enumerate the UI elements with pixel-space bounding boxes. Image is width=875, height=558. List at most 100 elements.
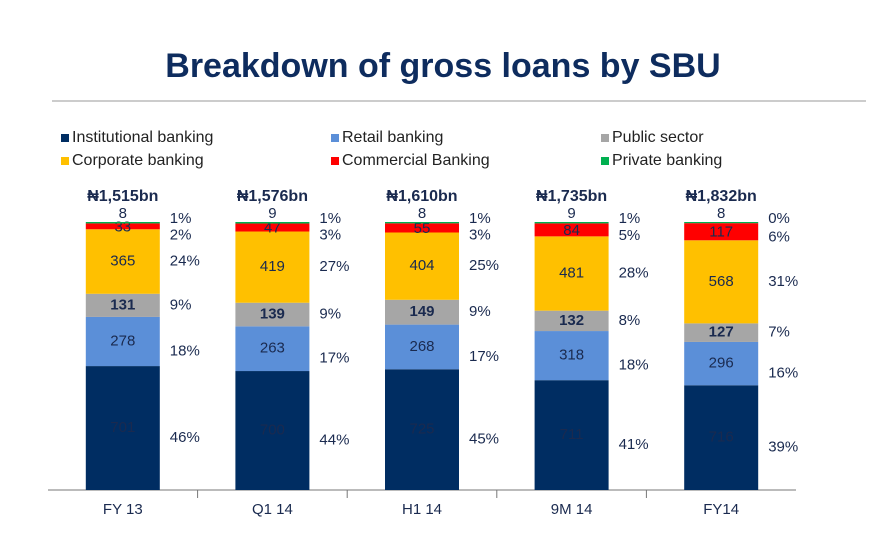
bar-segment bbox=[235, 371, 310, 490]
legend-swatch bbox=[61, 157, 69, 165]
value-label: 404 bbox=[409, 257, 434, 274]
chart-title: Breakdown of gross loans by SBU bbox=[165, 47, 720, 85]
value-label: 365 bbox=[110, 252, 135, 269]
value-label: 139 bbox=[260, 306, 285, 323]
percent-label: 1% bbox=[619, 210, 641, 227]
bar-segment bbox=[85, 293, 160, 317]
percent-label: 5% bbox=[619, 227, 641, 244]
value-label: 481 bbox=[559, 264, 584, 281]
value-label: 117 bbox=[709, 224, 733, 241]
x-tick-label: FY 13 bbox=[103, 501, 143, 518]
value-label: 9 bbox=[268, 205, 276, 222]
x-tick-label: FY14 bbox=[703, 501, 739, 518]
value-label: 55 bbox=[414, 220, 431, 237]
value-label: 132 bbox=[559, 312, 584, 329]
value-label: 296 bbox=[709, 355, 734, 372]
bar-segment bbox=[385, 232, 459, 300]
value-label: 131 bbox=[110, 296, 135, 313]
legend-label: Corporate banking bbox=[72, 152, 204, 169]
legend-swatch bbox=[331, 157, 339, 165]
bar-segment bbox=[235, 223, 310, 232]
bar-segment bbox=[85, 222, 160, 224]
bar-segment bbox=[684, 223, 759, 241]
percent-label: 24% bbox=[170, 252, 200, 269]
value-label: 711 bbox=[560, 426, 584, 443]
percent-label: 18% bbox=[619, 357, 649, 374]
bar-segment bbox=[85, 366, 160, 490]
legend-label: Retail banking bbox=[342, 129, 443, 146]
value-label: 700 bbox=[260, 421, 285, 438]
bar-segment bbox=[385, 324, 459, 370]
total-label: ₦1,610bn bbox=[386, 188, 457, 205]
percent-label: 2% bbox=[170, 226, 192, 243]
total-label: ₦1,515bn bbox=[87, 188, 158, 205]
percent-label: 3% bbox=[469, 226, 491, 243]
x-tick-label: H1 14 bbox=[402, 501, 442, 518]
percent-label: 28% bbox=[619, 264, 649, 281]
value-label: 127 bbox=[709, 324, 734, 341]
percent-label: 1% bbox=[170, 210, 192, 227]
legend-label: Institutional banking bbox=[72, 129, 213, 146]
percent-label: 9% bbox=[170, 296, 192, 313]
value-label: 568 bbox=[709, 273, 734, 290]
bar-segment bbox=[235, 326, 310, 372]
value-label: 278 bbox=[110, 332, 135, 349]
bar-segment bbox=[235, 302, 310, 327]
value-label: 84 bbox=[563, 222, 580, 239]
value-label: 701 bbox=[110, 419, 135, 436]
bar-segment bbox=[684, 240, 759, 324]
percent-label: 18% bbox=[170, 342, 200, 359]
percent-label: 1% bbox=[469, 210, 491, 227]
bar-segment bbox=[385, 299, 459, 325]
bar-segment bbox=[534, 310, 609, 332]
percent-label: 1% bbox=[319, 210, 341, 227]
legend-swatch bbox=[601, 157, 609, 165]
percent-label: 9% bbox=[469, 303, 491, 320]
value-label: 419 bbox=[260, 258, 285, 275]
value-label: 318 bbox=[559, 347, 584, 364]
value-label: 268 bbox=[409, 338, 434, 355]
percent-label: 39% bbox=[768, 439, 798, 456]
total-label: ₦1,735bn bbox=[536, 188, 607, 205]
bar-segment bbox=[534, 236, 609, 311]
bar-segment bbox=[534, 380, 609, 490]
percent-label: 16% bbox=[768, 365, 798, 382]
x-tick-label: Q1 14 bbox=[252, 501, 293, 518]
percent-label: 0% bbox=[768, 210, 790, 227]
value-label: 725 bbox=[409, 421, 434, 438]
bar-segment bbox=[385, 222, 459, 224]
percent-label: 17% bbox=[469, 348, 499, 365]
bar-segment bbox=[385, 369, 459, 490]
bar-segment bbox=[385, 223, 459, 233]
value-label: 8 bbox=[119, 205, 127, 222]
value-label: 8 bbox=[717, 205, 725, 222]
percent-label: 9% bbox=[319, 306, 341, 323]
bar-segment bbox=[534, 331, 609, 381]
bar-segment bbox=[85, 223, 160, 230]
percent-label: 25% bbox=[469, 257, 499, 274]
legend-swatch bbox=[601, 134, 609, 142]
bar-segment bbox=[684, 385, 759, 490]
value-label: 47 bbox=[264, 219, 281, 236]
percent-label: 7% bbox=[768, 324, 790, 341]
percent-label: 6% bbox=[768, 229, 790, 246]
percent-label: 31% bbox=[768, 273, 798, 290]
bar-segment bbox=[534, 223, 609, 237]
bar-segment bbox=[684, 323, 759, 342]
bar-segment bbox=[85, 316, 160, 367]
percent-label: 17% bbox=[319, 350, 349, 367]
percent-label: 46% bbox=[170, 429, 200, 446]
legend-swatch bbox=[331, 134, 339, 142]
x-tick-label: 9M 14 bbox=[551, 501, 593, 518]
percent-label: 45% bbox=[469, 431, 499, 448]
total-label: ₦1,576bn bbox=[237, 188, 308, 205]
bar-segment bbox=[85, 229, 160, 294]
legend-swatch bbox=[61, 134, 69, 142]
bar-segment bbox=[684, 222, 759, 224]
percent-label: 8% bbox=[619, 312, 641, 329]
legend-label: Public sector bbox=[612, 129, 704, 146]
bar-segment bbox=[235, 222, 310, 224]
bar-segment bbox=[684, 341, 759, 386]
percent-label: 3% bbox=[319, 226, 341, 243]
